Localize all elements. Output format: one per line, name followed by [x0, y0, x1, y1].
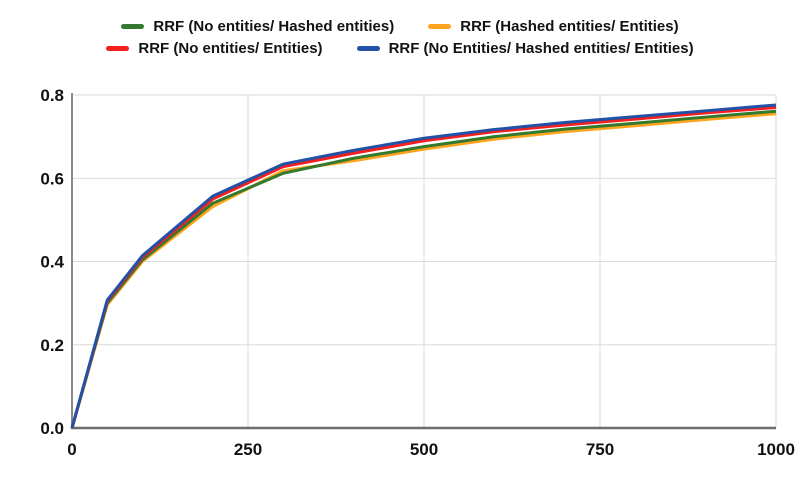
x-tick-label: 500: [410, 440, 438, 459]
legend-entry: RRF (No entities/ Hashed entities): [121, 18, 394, 35]
series-lines: [70, 103, 777, 429]
y-tick-label: 0.6: [40, 169, 64, 188]
legend-swatch-icon: [106, 46, 130, 51]
axes: [71, 93, 776, 430]
legend-row: RRF (No entities/ Hashed entities) RRF (H…: [121, 18, 679, 35]
x-tick-labels: 0 250 500 750 1000: [67, 440, 795, 459]
y-tick-label: 0.2: [40, 336, 64, 355]
legend-swatch-icon: [428, 24, 452, 29]
legend-entry: RRF (No Entities/ Hashed entities/ Entit…: [356, 40, 694, 57]
series-line: [70, 103, 777, 429]
y-tick-label: 0.0: [40, 419, 64, 438]
legend-label: RRF (Hashed entities/ Entities): [460, 18, 679, 35]
x-tick-label: 0: [67, 440, 76, 459]
legend-label: RRF (No entities/ Hashed entities): [153, 18, 395, 35]
legend-label: RRF (No entities/ Entities): [138, 40, 323, 57]
gridlines: [72, 94, 777, 429]
legend-label: RRF (No Entities/ Hashed entities/ Entit…: [388, 40, 694, 57]
y-tick-label: 0.4: [40, 253, 64, 272]
legend-swatch-icon: [121, 24, 145, 29]
legend-swatch-icon: [356, 46, 380, 51]
x-tick-label: 1000: [757, 440, 795, 459]
legend-entry: RRF (No entities/ Entities): [106, 40, 323, 57]
legend-row: RRF (No entities/ Entities) RRF (No Entit…: [106, 40, 694, 57]
y-tick-label: 0.8: [40, 86, 64, 105]
x-tick-label: 250: [234, 440, 262, 459]
y-tick-labels: 0.0 0.2 0.4 0.6 0.8: [40, 86, 64, 438]
chart-legend: RRF (No entities/ Hashed entities) RRF (H…: [0, 18, 800, 57]
x-tick-label: 750: [586, 440, 614, 459]
legend-entry: RRF (Hashed entities/ Entities): [428, 18, 679, 35]
